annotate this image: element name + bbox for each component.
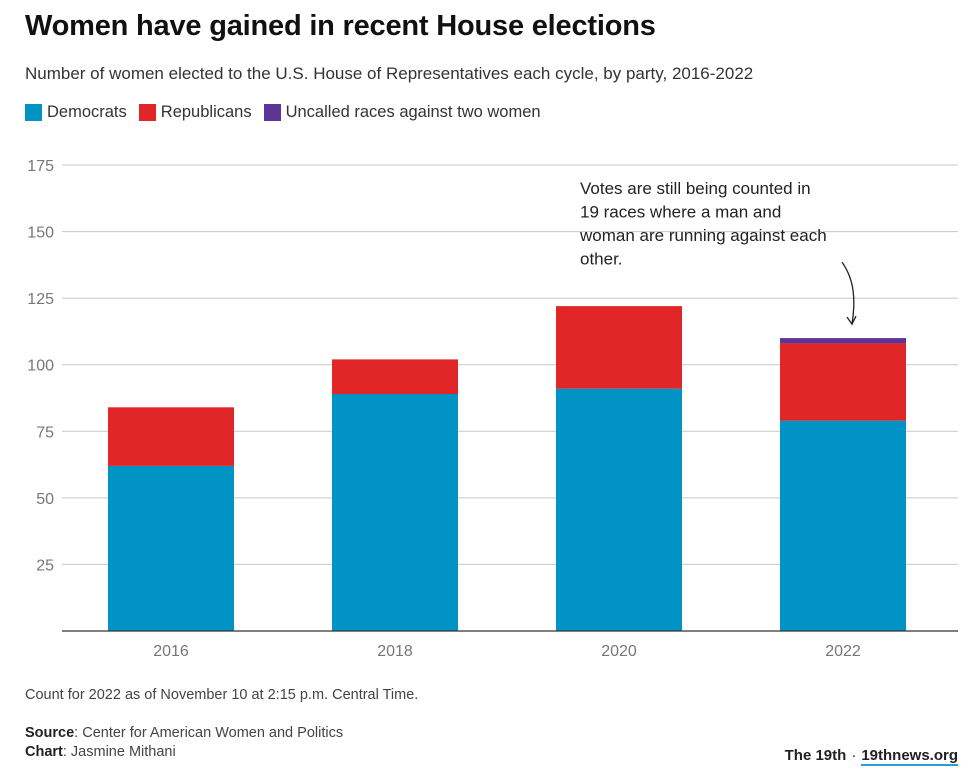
annotation-arrowhead bbox=[846, 315, 857, 326]
brand-site-link[interactable]: 19thnews.org bbox=[861, 747, 958, 766]
brand: The 19th · 19thnews.org bbox=[784, 747, 958, 766]
legend-label-republicans: Republicans bbox=[160, 103, 252, 121]
chart-title: Women have gained in recent House electi… bbox=[25, 10, 656, 42]
bar-2022-democrats bbox=[780, 420, 906, 631]
bar-2018-republicans bbox=[332, 359, 458, 395]
legend-label-democrats: Democrats bbox=[47, 103, 127, 121]
chart-credit: Chart: Jasmine Mithani bbox=[25, 744, 176, 760]
brand-separator: · bbox=[851, 747, 857, 764]
x-tick-label-2018: 2018 bbox=[377, 643, 413, 660]
bar-2022-republicans bbox=[780, 343, 906, 421]
bar-2016-democrats bbox=[108, 465, 234, 631]
brand-name: The 19th bbox=[784, 747, 847, 764]
y-tick-label-175: 175 bbox=[27, 158, 54, 175]
footnote: Count for 2022 as of November 10 at 2:15… bbox=[25, 687, 419, 703]
y-tick-label-25: 25 bbox=[36, 557, 54, 574]
x-tick-label-2022: 2022 bbox=[825, 643, 861, 660]
legend-swatch-democrats bbox=[25, 104, 42, 121]
annotation-arrow bbox=[841, 261, 855, 325]
y-tick-label-125: 125 bbox=[27, 291, 54, 308]
source-label: Source bbox=[25, 725, 75, 741]
x-tick-label-2016: 2016 bbox=[153, 643, 189, 660]
chart-subtitle: Number of women elected to the U.S. Hous… bbox=[25, 64, 754, 83]
bar-2020-republicans bbox=[556, 306, 682, 389]
source-credit: Source: Center for American Women and Po… bbox=[25, 725, 343, 741]
legend-item-republicans: Republicans bbox=[138, 103, 252, 122]
chart-credit-label: Chart bbox=[25, 744, 63, 760]
y-tick-label-150: 150 bbox=[27, 225, 54, 242]
bar-2018-democrats bbox=[332, 394, 458, 631]
legend: Democrats Republicans Uncalled races aga… bbox=[25, 103, 553, 122]
legend-swatch-uncalled bbox=[263, 104, 281, 121]
y-tick-label-50: 50 bbox=[36, 491, 54, 508]
y-tick-label-75: 75 bbox=[36, 424, 54, 441]
stacked-bar-chart: 25 50 75 100 125 150 175 2016 2018 2020 2022 Votes … bbox=[27, 158, 958, 660]
bar-2016-republicans bbox=[108, 407, 234, 466]
legend-item-uncalled: Uncalled races against two women bbox=[263, 103, 541, 122]
legend-item-democrats: Democrats bbox=[25, 103, 127, 122]
bar-2022-uncalled-races-against-two-women bbox=[780, 338, 906, 344]
bar-2020-democrats bbox=[556, 388, 682, 631]
y-tick-label-100: 100 bbox=[27, 358, 54, 375]
chart-credit-text: : Jasmine Mithani bbox=[62, 744, 176, 760]
x-tick-label-2020: 2020 bbox=[601, 643, 637, 660]
source-text: : Center for American Women and Politics bbox=[74, 725, 344, 741]
legend-label-uncalled: Uncalled races against two women bbox=[285, 103, 541, 121]
legend-swatch-republicans bbox=[138, 104, 156, 121]
annotation-text: Votes are still being counted in 19 races… bbox=[579, 179, 827, 269]
